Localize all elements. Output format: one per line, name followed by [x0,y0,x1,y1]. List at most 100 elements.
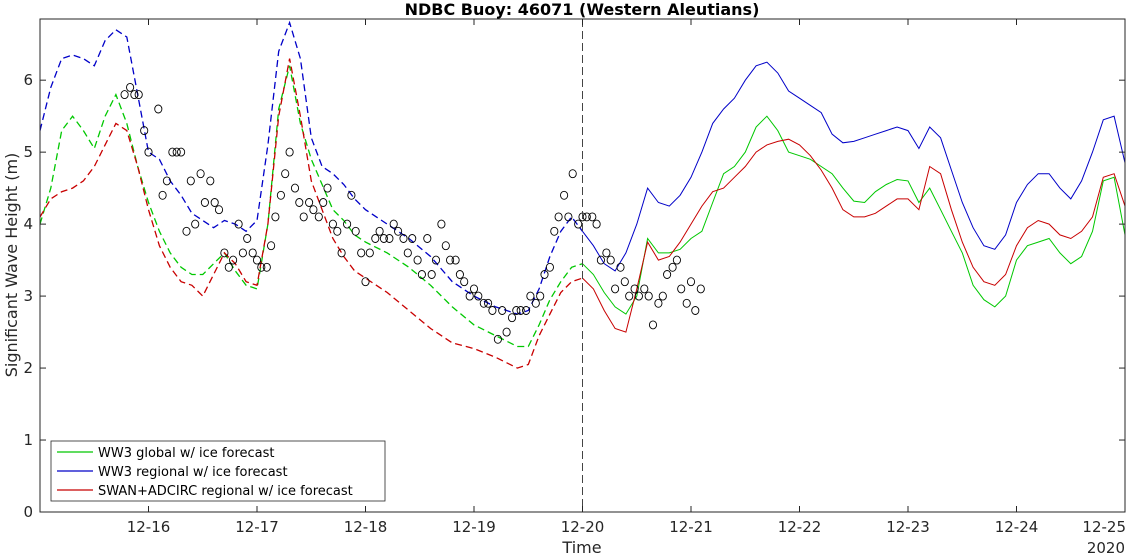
observation-point [214,205,224,215]
observation-point [431,255,441,265]
observation-point [536,291,545,301]
x-tick-label: 12-21 [669,518,713,536]
observation-point [361,277,370,287]
x-tick-label: 12-19 [452,518,496,536]
x-tick-label: 12-23 [886,518,930,536]
y-tick-label: 4 [23,215,33,233]
observation-point [682,298,691,308]
x-tick-label: 12-24 [995,518,1039,536]
legend-label-ww3-global: WW3 global w/ ice forecast [98,446,275,461]
observation-point [437,219,446,229]
observation-point [686,277,696,287]
observation-point [144,147,153,157]
observation-point [191,219,200,229]
legend: WW3 global w/ ice forecast WW3 regional w… [50,440,386,502]
observation-point [644,291,653,301]
observation-point [423,234,432,243]
observation-point [606,255,615,265]
observation-point [140,126,149,136]
observation-point [568,169,577,179]
observation-point [365,248,374,258]
observation-point [385,234,394,243]
y-tick-label: 3 [23,287,33,305]
observation-point [126,82,135,92]
observation-point [220,248,229,258]
observation-point [229,255,238,265]
observation-point [309,205,318,215]
observation-point [290,183,300,193]
observation-point [493,334,502,344]
observation-point [522,306,531,315]
observation-point [196,169,205,179]
observation-point [668,262,677,272]
x-axis-label: Time [561,538,601,555]
observation-point [512,306,521,315]
observation-point [663,270,672,279]
x-tick-label: 12-22 [778,518,822,536]
chart-title: NDBC Buoy: 46071 (Western Aleutians) [405,0,760,19]
observation-point [446,255,455,265]
observation-point [413,255,422,265]
observation-point [172,147,181,157]
observation-point [351,226,360,236]
observation-point [120,90,129,100]
observation-point [357,248,366,258]
observation-point [441,241,450,251]
plot-area: 0 1 2 3 4 5 6 12-16 12-17 12-18 12-19 12-20 12-21 12-… [23,18,1126,536]
observation-point [460,277,469,287]
observation-point [281,169,290,179]
observation-point [498,306,507,315]
observation-point [210,198,219,207]
observation-point [516,306,525,315]
observation-point [451,255,460,265]
y-tick-label: 6 [23,71,33,89]
observation-point [130,90,139,100]
observation-point [305,198,314,207]
y-tick-label: 2 [23,359,33,377]
observation-point [658,291,667,301]
observation-point [299,212,308,222]
y-tick-label: 5 [23,143,33,161]
x-tick-label: 12-17 [235,518,279,536]
observation-point [234,219,243,229]
observation-point [620,277,629,287]
observation-point [389,219,398,229]
observation-point [417,270,426,279]
observation-point [224,262,233,272]
observation-point [588,212,597,222]
observation-point [403,248,412,258]
legend-box [50,440,386,502]
observation-point [696,284,705,294]
observation-point [379,234,388,243]
x-tick-label: 12-16 [127,518,171,536]
observation-point [248,248,257,258]
observation-point [540,270,549,279]
observation-point [262,262,271,272]
y-tick-label: 0 [23,503,33,521]
observation-point [455,270,464,279]
y-axis-label: Significant Wave Height (m) [2,153,21,378]
observation-point [285,147,294,157]
observation-point [531,298,540,308]
observation-point [182,226,191,236]
observation-point [545,262,554,272]
series-line-ww3-regional-forecast [582,61,1125,272]
observation-point [394,226,403,236]
observation-point [484,298,493,308]
series-line-swan-adcirc-hindcast [40,58,583,369]
legend-label-ww3-regional: WW3 regional w/ ice forecast [98,465,288,480]
observation-point [347,190,356,200]
series-layer [40,20,1125,369]
observation-point [252,255,262,265]
observation-point [507,313,517,323]
observation-point [582,212,591,222]
x-tick-label: 12-25 [1082,518,1126,536]
observation-point [469,284,479,294]
observation-point [640,284,649,294]
observation-point [168,147,177,157]
observation-point [634,291,643,301]
observation-point [206,176,215,186]
x-tick-label: 12-20 [561,518,605,536]
observation-point [654,298,663,308]
